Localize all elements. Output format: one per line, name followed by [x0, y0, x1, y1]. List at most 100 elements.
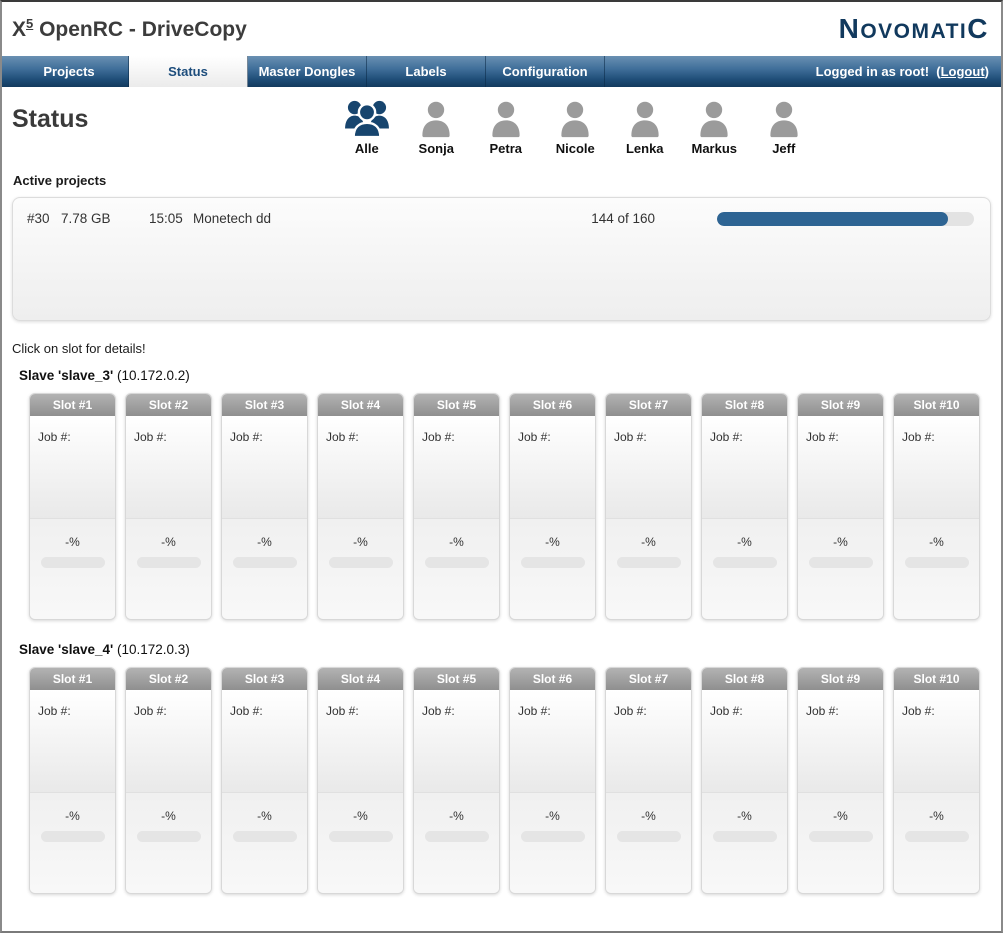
- slot-card-6[interactable]: Slot #6 Job #: -%: [509, 393, 596, 620]
- slot-progress-area: -%: [318, 793, 403, 893]
- slave-heading: Slave 'slave_4' (10.172.0.3): [19, 642, 991, 657]
- tab-labels[interactable]: Labels: [367, 56, 486, 87]
- slot-progress-bar: [328, 831, 393, 842]
- project-progress-bar: [717, 211, 974, 226]
- slot-card-9[interactable]: Slot #9 Job #: -%: [797, 667, 884, 894]
- slot-percent-label: -%: [737, 809, 752, 823]
- job-number-label: Job #:: [518, 430, 551, 444]
- slot-card-10[interactable]: Slot #10 Job #: -%: [893, 393, 980, 620]
- slot-title: Slot #6: [510, 668, 595, 690]
- tab-status[interactable]: Status: [129, 56, 248, 87]
- slot-title: Slot #8: [702, 668, 787, 690]
- slot-progress-area: -%: [894, 519, 979, 619]
- slot-title: Slot #9: [798, 668, 883, 690]
- slot-job-area: Job #:: [510, 690, 595, 793]
- slot-card-5[interactable]: Slot #5 Job #: -%: [413, 393, 500, 620]
- person-icon: [555, 93, 595, 139]
- slot-title: Slot #1: [30, 668, 115, 690]
- slot-title: Slot #1: [30, 394, 115, 416]
- slot-card-4[interactable]: Slot #4 Job #: -%: [317, 667, 404, 894]
- logout-link[interactable]: (Logout): [936, 64, 989, 79]
- job-number-label: Job #:: [326, 704, 359, 718]
- slot-percent-label: -%: [737, 535, 752, 549]
- slot-card-2[interactable]: Slot #2 Job #: -%: [125, 393, 212, 620]
- slot-progress-area: -%: [222, 793, 307, 893]
- slot-job-area: Job #:: [222, 690, 307, 793]
- job-number-label: Job #:: [518, 704, 551, 718]
- slot-card-9[interactable]: Slot #9 Job #: -%: [797, 393, 884, 620]
- slot-progress-bar: [136, 557, 201, 568]
- job-number-label: Job #:: [806, 704, 839, 718]
- slot-card-2[interactable]: Slot #2 Job #: -%: [125, 667, 212, 894]
- slave-section: Slave 'slave_4' (10.172.0.3) Slot #1 Job #…: [12, 642, 991, 894]
- slot-progress-bar: [904, 557, 969, 568]
- slot-job-area: Job #:: [30, 416, 115, 519]
- tab-master-dongles[interactable]: Master Dongles: [248, 56, 367, 87]
- status-header-row: Status Alle Sonja Petra Nicole Lenka Markus Je…: [12, 87, 991, 165]
- active-projects-heading: Active projects: [13, 173, 107, 188]
- slot-title: Slot #2: [126, 394, 211, 416]
- slot-card-3[interactable]: Slot #3 Job #: -%: [221, 393, 308, 620]
- slot-title: Slot #6: [510, 394, 595, 416]
- slot-card-1[interactable]: Slot #1 Job #: -%: [29, 667, 116, 894]
- slot-card-5[interactable]: Slot #5 Job #: -%: [413, 667, 500, 894]
- user-filter-jeff[interactable]: Jeff: [749, 93, 819, 156]
- slot-card-10[interactable]: Slot #10 Job #: -%: [893, 667, 980, 894]
- slot-progress-bar: [40, 557, 105, 568]
- slot-percent-label: -%: [545, 809, 560, 823]
- tab-configuration[interactable]: Configuration: [486, 56, 605, 87]
- novomatic-logo: NOVOMATIC: [838, 13, 989, 44]
- job-number-label: Job #:: [710, 430, 743, 444]
- slot-card-6[interactable]: Slot #6 Job #: -%: [509, 667, 596, 894]
- slot-percent-label: -%: [161, 809, 176, 823]
- slot-card-4[interactable]: Slot #4 Job #: -%: [317, 393, 404, 620]
- slot-job-area: Job #:: [414, 690, 499, 793]
- top-header: X5 OpenRC - DriveCopy NOVOMATIC: [2, 2, 1001, 56]
- slot-progress-area: -%: [126, 519, 211, 619]
- slot-progress-area: -%: [606, 519, 691, 619]
- logged-in-text: Logged in as root!: [815, 64, 937, 79]
- slot-title: Slot #7: [606, 394, 691, 416]
- slot-title: Slot #10: [894, 668, 979, 690]
- person-icon: [416, 93, 456, 139]
- user-filter-alle[interactable]: Alle: [332, 93, 402, 156]
- user-filter-petra[interactable]: Petra: [471, 93, 541, 156]
- user-filter-lenka[interactable]: Lenka: [610, 93, 680, 156]
- slave-name: Slave 'slave_4': [19, 642, 114, 657]
- job-number-label: Job #:: [326, 430, 359, 444]
- project-id: #30: [27, 211, 50, 226]
- tab-projects[interactable]: Projects: [10, 56, 129, 87]
- slot-progress-bar: [424, 557, 489, 568]
- user-filter-label: Jeff: [772, 141, 796, 156]
- slot-title: Slot #3: [222, 668, 307, 690]
- slot-card-7[interactable]: Slot #7 Job #: -%: [605, 667, 692, 894]
- job-number-label: Job #:: [806, 430, 839, 444]
- slot-job-area: Job #:: [606, 690, 691, 793]
- app-title-sup: 5: [26, 16, 34, 31]
- slot-progress-bar: [232, 831, 297, 842]
- slot-progress-area: -%: [894, 793, 979, 893]
- person-icon: [764, 93, 804, 139]
- slot-progress-bar: [904, 831, 969, 842]
- slot-card-8[interactable]: Slot #8 Job #: -%: [701, 393, 788, 620]
- slot-progress-bar: [232, 557, 297, 568]
- main-content: Status Alle Sonja Petra Nicole Lenka Markus Je…: [2, 87, 1001, 894]
- project-row[interactable]: #30 7.78 GB 15:05 Monetech dd 144 of 160: [27, 211, 976, 226]
- job-number-label: Job #:: [710, 704, 743, 718]
- user-filter-nicole[interactable]: Nicole: [541, 93, 611, 156]
- slot-job-area: Job #:: [414, 416, 499, 519]
- slot-card-7[interactable]: Slot #7 Job #: -%: [605, 393, 692, 620]
- slot-card-8[interactable]: Slot #8 Job #: -%: [701, 667, 788, 894]
- project-time: 15:05: [149, 211, 183, 226]
- slot-title: Slot #2: [126, 668, 211, 690]
- slot-job-area: Job #:: [126, 416, 211, 519]
- page-title: Status: [12, 105, 89, 133]
- slot-card-3[interactable]: Slot #3 Job #: -%: [221, 667, 308, 894]
- project-size: 7.78 GB: [61, 211, 111, 226]
- slot-card-1[interactable]: Slot #1 Job #: -%: [29, 393, 116, 620]
- slot-percent-label: -%: [65, 535, 80, 549]
- project-progress-count: 144 of 160: [591, 211, 655, 226]
- user-filter-markus[interactable]: Markus: [680, 93, 750, 156]
- user-filter-sonja[interactable]: Sonja: [402, 93, 472, 156]
